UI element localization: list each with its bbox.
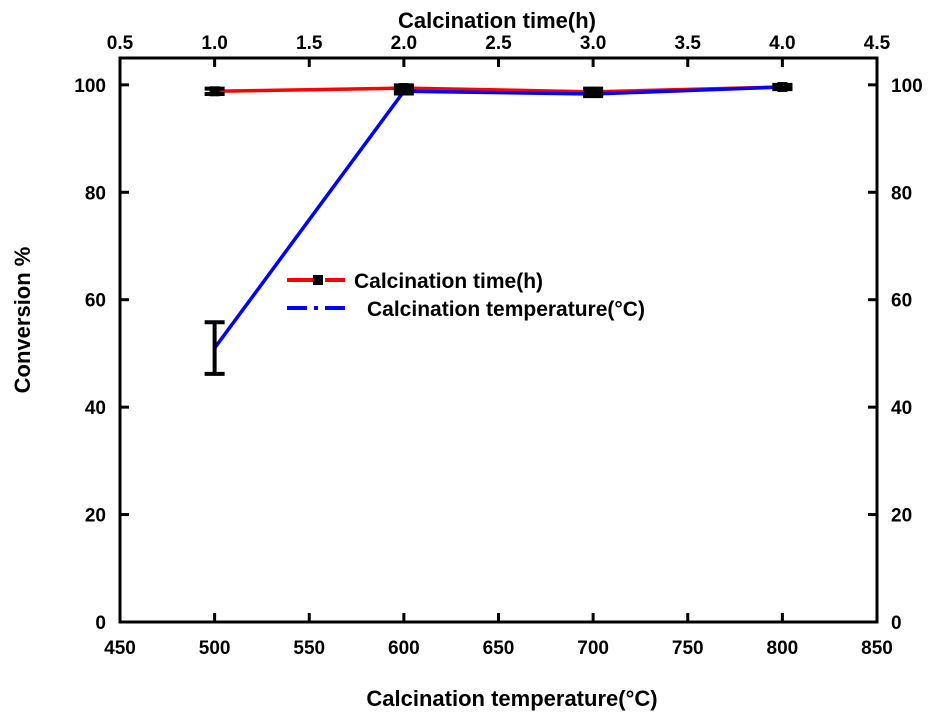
- x2-tick-label: 2.5: [485, 33, 512, 54]
- x-tick-label: 450: [104, 638, 136, 659]
- y2-tick-label: 20: [891, 506, 912, 527]
- y2-tick-label: 40: [891, 398, 912, 419]
- y2-tick-label: 80: [891, 183, 912, 204]
- y-tick-label: 60: [85, 291, 106, 312]
- x2-tick-label: 3.0: [580, 33, 606, 54]
- x-tick-label: 850: [861, 638, 893, 659]
- legend-marker: [313, 275, 323, 285]
- y-tick-label: 40: [85, 398, 106, 419]
- y-axis-label: Conversion %: [10, 247, 35, 394]
- x-tick-label: 650: [483, 638, 515, 659]
- x-tick-label: 550: [293, 638, 325, 659]
- x2-tick-label: 1.0: [201, 33, 227, 54]
- x2-tick-label: 0.5: [107, 33, 134, 54]
- x-tick-label: 700: [577, 638, 609, 659]
- legend-label: Calcination time(h): [354, 270, 543, 293]
- x2-axis-label: Calcination time(h): [398, 8, 596, 33]
- x2-tick-label: 3.5: [675, 33, 702, 54]
- y2-tick-label: 60: [891, 291, 912, 312]
- x-axis-label: Calcination temperature(°C): [366, 686, 657, 711]
- y-tick-label: 20: [85, 506, 106, 527]
- x2-tick-label: 4.5: [864, 33, 891, 54]
- x2-tick-label: 4.0: [769, 33, 795, 54]
- x2-tick-label: 2.0: [391, 33, 417, 54]
- y2-tick-label: 100: [891, 76, 923, 97]
- series-line-2: [213, 85, 783, 350]
- y-tick-label: 100: [74, 76, 106, 97]
- x-tick-label: 750: [672, 638, 704, 659]
- x2-tick-label: 1.5: [296, 33, 323, 54]
- x-tick-label: 500: [199, 638, 231, 659]
- legend-label: Calcination temperature(°C): [367, 298, 645, 321]
- x-tick-label: 800: [767, 638, 799, 659]
- y2-tick-label: 0: [891, 613, 902, 634]
- y-tick-label: 0: [95, 613, 106, 634]
- y-tick-label: 80: [85, 183, 106, 204]
- plot-frame: [118, 56, 879, 624]
- data-point: [209, 86, 220, 97]
- x-tick-label: 600: [388, 638, 420, 659]
